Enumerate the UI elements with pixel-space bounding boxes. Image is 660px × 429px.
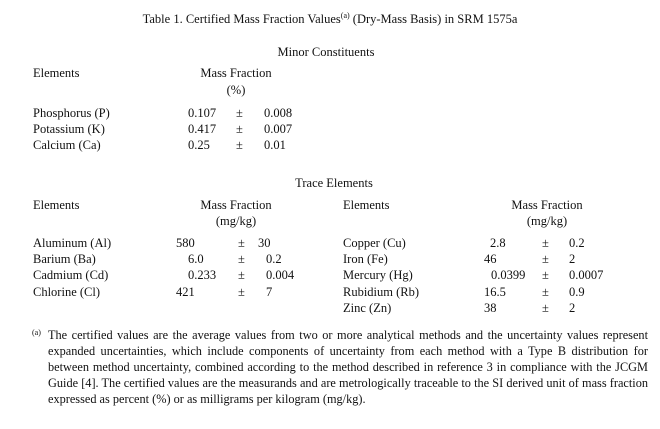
- cell-pm: ±: [236, 106, 243, 120]
- cell-name: Phosphorus (P): [33, 106, 110, 120]
- title-text: Table 1. Certified Mass Fraction Values: [142, 12, 341, 27]
- table-title: Table 1. Certified Mass Fraction Values(…: [143, 9, 518, 26]
- cell-unc: 0.004: [266, 268, 295, 282]
- cell-pm: ±: [542, 252, 549, 266]
- cell-value: 6.0: [188, 252, 204, 266]
- cell-pm: ±: [542, 236, 549, 250]
- cell-unc: 0.007: [264, 122, 293, 136]
- cell-value: 0.233: [188, 268, 217, 282]
- footnote: (a) The certified values are the average …: [32, 327, 648, 407]
- cell-unc: 2: [569, 301, 576, 315]
- cell-pm: ±: [542, 285, 549, 299]
- cell-name: Mercury (Hg): [343, 268, 413, 282]
- cell-unc: 7: [266, 285, 273, 299]
- cell-name: Aluminum (Al): [33, 236, 112, 250]
- minor-col-unit: (%): [226, 83, 246, 97]
- minor-col-elements: Elements: [33, 66, 80, 80]
- cell-name: Barium (Ba): [33, 252, 96, 266]
- cell-pm: ±: [238, 236, 245, 250]
- cell-unc: 0.9: [569, 285, 585, 299]
- footnote-marker: (a): [32, 328, 41, 337]
- cell-name: Calcium (Ca): [33, 138, 101, 152]
- footnote-text: The certified values are the average val…: [48, 328, 648, 406]
- cell-name: Iron (Fe): [343, 252, 388, 266]
- title-footnote-marker: (a): [340, 11, 350, 20]
- cell-name: Zinc (Zn): [343, 301, 392, 315]
- cell-value: 16.5: [484, 285, 506, 299]
- trace-col-unit-left: (mg/kg): [215, 214, 257, 228]
- cell-name: Rubidium (Rb): [343, 285, 420, 299]
- trace-col-elements-left: Elements: [33, 198, 80, 212]
- cell-unc: 0.2: [266, 252, 282, 266]
- cell-value: 2.8: [490, 236, 506, 250]
- title-tail: (Dry-Mass Basis) in SRM 1575a: [349, 12, 518, 27]
- cell-value: 0.107: [188, 106, 217, 120]
- cell-value: 0.25: [188, 138, 210, 152]
- trace-col-unit-right: (mg/kg): [526, 214, 568, 228]
- cell-unc: 0.01: [264, 138, 286, 152]
- cell-pm: ±: [238, 252, 245, 266]
- cell-value: 0.417: [188, 122, 217, 136]
- cell-pm: ±: [542, 268, 549, 282]
- cell-pm: ±: [542, 301, 549, 315]
- cell-pm: ±: [238, 268, 245, 282]
- minor-col-mass: Mass Fraction: [200, 66, 272, 80]
- cell-unc: 2: [569, 252, 576, 266]
- cell-pm: ±: [238, 285, 245, 299]
- cell-name: Potassium (K): [33, 122, 105, 136]
- cell-unc: 0.2: [569, 236, 585, 250]
- trace-col-mass-right: Mass Fraction: [511, 198, 583, 212]
- cell-value: 46: [484, 252, 497, 266]
- trace-col-elements-right: Elements: [343, 198, 390, 212]
- cell-name: Cadmium (Cd): [33, 268, 109, 282]
- cell-unc: 0.0007: [569, 268, 604, 282]
- cell-value: 0.0399: [491, 268, 526, 282]
- cell-name: Copper (Cu): [343, 236, 406, 250]
- cell-value: 580: [176, 236, 195, 250]
- cell-unc: 0.008: [264, 106, 293, 120]
- cell-value: 421: [176, 285, 195, 299]
- trace-heading: Trace Elements: [295, 176, 373, 190]
- cell-value: 38: [484, 301, 497, 315]
- cell-name: Chlorine (Cl): [33, 285, 101, 299]
- cell-pm: ±: [236, 138, 243, 152]
- cell-pm: ±: [236, 122, 243, 136]
- trace-col-mass-left: Mass Fraction: [200, 198, 272, 212]
- cell-unc: 30: [258, 236, 271, 250]
- minor-heading: Minor Constituents: [277, 45, 375, 59]
